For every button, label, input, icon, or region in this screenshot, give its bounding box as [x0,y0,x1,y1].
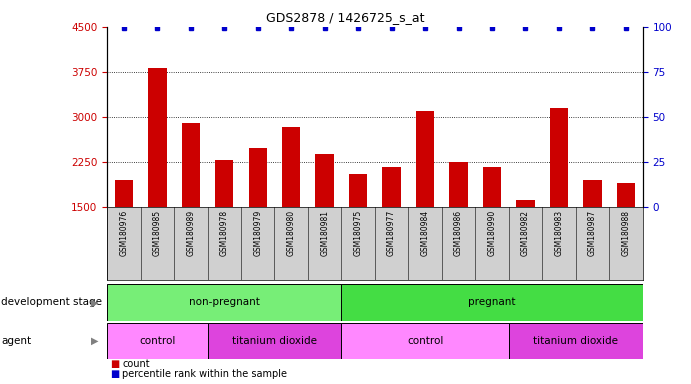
Text: ■: ■ [111,369,120,379]
Bar [416,111,434,207]
Text: ■: ■ [111,359,120,369]
Text: GSM180978: GSM180978 [220,210,229,256]
Bar [207,323,341,359]
Bar [341,323,509,359]
Text: count: count [122,359,150,369]
Bar [148,68,167,207]
Bar [349,174,368,207]
Bar [516,200,535,207]
Text: GSM180980: GSM180980 [287,210,296,256]
Bar [107,323,207,359]
Text: GSM180987: GSM180987 [588,210,597,256]
Bar [583,180,602,207]
Bar [282,127,301,207]
Bar [550,108,568,207]
Text: agent: agent [1,336,32,346]
Text: titanium dioxide: titanium dioxide [232,336,317,346]
Text: non-pregnant: non-pregnant [189,297,260,308]
Text: GDS2878 / 1426725_s_at: GDS2878 / 1426725_s_at [266,12,425,25]
Bar [509,323,643,359]
Text: control: control [139,336,176,346]
Text: GSM180990: GSM180990 [488,210,497,256]
Bar [382,167,401,207]
Text: control: control [407,336,443,346]
Text: titanium dioxide: titanium dioxide [533,336,618,346]
Text: GSM180986: GSM180986 [454,210,463,256]
Text: pregnant: pregnant [468,297,515,308]
Bar [182,123,200,207]
Bar [215,161,234,207]
Text: GSM180979: GSM180979 [253,210,262,256]
Text: percentile rank within the sample: percentile rank within the sample [122,369,287,379]
Text: GSM180985: GSM180985 [153,210,162,256]
Text: GSM180983: GSM180983 [554,210,563,256]
Text: GSM180982: GSM180982 [521,210,530,255]
Text: development stage: development stage [1,297,102,308]
Text: ▶: ▶ [91,297,98,308]
Text: GSM180976: GSM180976 [120,210,129,256]
Bar [616,183,635,207]
Bar [449,162,468,207]
Text: GSM180988: GSM180988 [621,210,630,255]
Text: ▶: ▶ [91,336,98,346]
Bar [107,284,341,321]
Bar [115,180,133,207]
Bar [341,284,643,321]
Text: GSM180977: GSM180977 [387,210,396,256]
Text: GSM180975: GSM180975 [354,210,363,256]
Bar [483,167,501,207]
Text: GSM180989: GSM180989 [187,210,196,256]
Bar [316,154,334,207]
Bar [249,148,267,207]
Text: GSM180981: GSM180981 [320,210,329,255]
Text: GSM180984: GSM180984 [421,210,430,256]
